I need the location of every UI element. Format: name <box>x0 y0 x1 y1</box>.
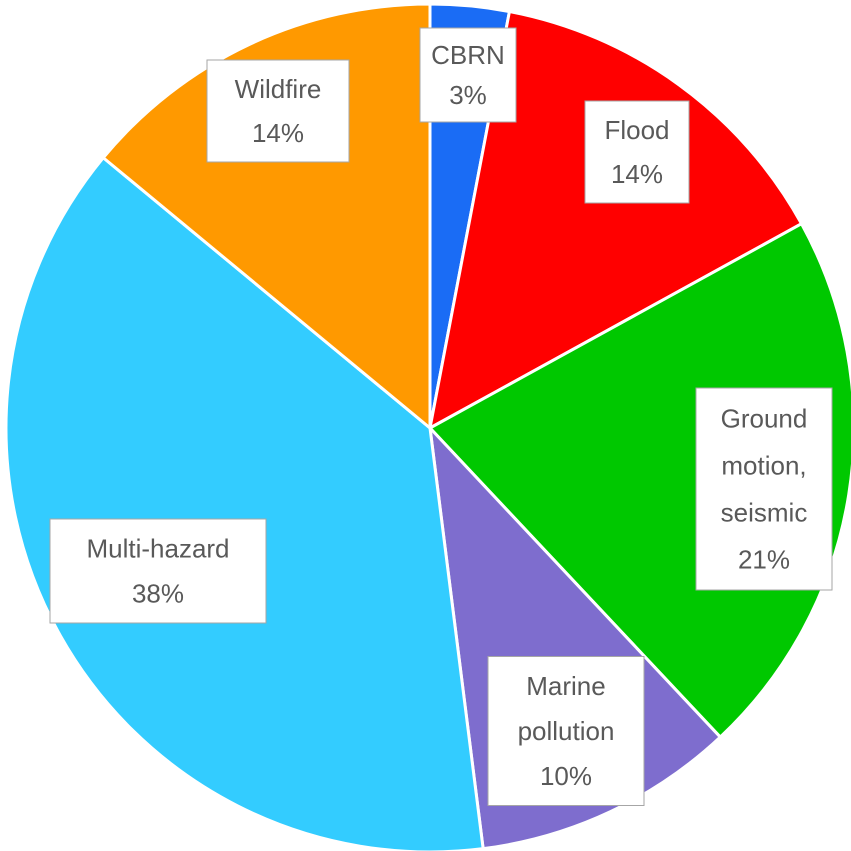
data-label-ground-motion-seismic: Ground motion, seismic 21% <box>695 387 833 591</box>
data-label-box <box>419 27 517 123</box>
data-label-category: Marine <box>526 671 605 701</box>
data-label-box <box>206 59 350 163</box>
pie-slice-multi-hazard <box>4 156 485 851</box>
data-label-category: motion, <box>721 451 806 481</box>
data-label-callouts: CBRN 3% Flood 14% Ground motion, seismic 21% Mar… <box>49 27 833 806</box>
pie-slices <box>4 2 851 851</box>
data-label-category: seismic <box>721 498 808 528</box>
data-label-box <box>584 100 690 204</box>
data-label-box <box>487 656 645 806</box>
pie-slice-flood <box>428 10 804 430</box>
pie-slice-ground-motion-seismic <box>428 222 851 739</box>
data-label-box <box>49 518 267 624</box>
data-label-value: 14% <box>611 159 663 189</box>
data-label-flood: Flood 14% <box>584 100 690 204</box>
data-label-box <box>695 387 833 591</box>
data-label-category: Wildfire <box>235 74 322 104</box>
data-label-value: 38% <box>132 579 184 609</box>
data-label-category: CBRN <box>431 40 505 70</box>
data-label-value: 10% <box>540 761 592 791</box>
data-label-marine-pollution: Marine pollution 10% <box>487 656 645 806</box>
data-label-value: 21% <box>738 545 790 575</box>
data-label-multi-hazard: Multi-hazard 38% <box>49 518 267 624</box>
data-label-wildfire: Wildfire 14% <box>206 59 350 163</box>
data-label-category: Ground <box>721 404 808 434</box>
data-label-cbrn: CBRN 3% <box>419 27 517 123</box>
data-label-category: Flood <box>604 115 669 145</box>
data-label-value: 14% <box>252 118 304 148</box>
data-label-category: pollution <box>518 716 615 746</box>
data-label-category: Multi-hazard <box>86 534 229 564</box>
data-label-value: 3% <box>449 80 487 110</box>
